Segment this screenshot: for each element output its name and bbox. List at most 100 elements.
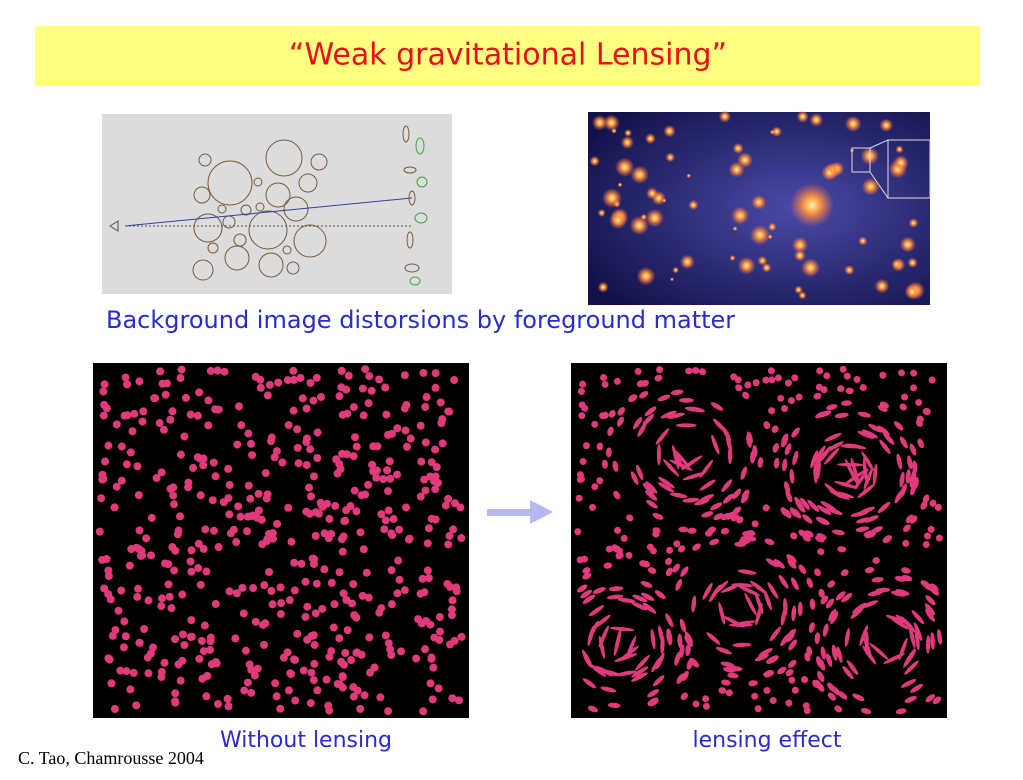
galaxy: [424, 524, 433, 533]
galaxy: [661, 198, 667, 203]
galaxy: [122, 667, 131, 676]
galaxy: [665, 567, 673, 577]
galaxy: [927, 525, 935, 533]
galaxy: [868, 423, 883, 433]
galaxy: [631, 666, 649, 678]
galaxy: [789, 469, 795, 484]
galaxy: [787, 554, 797, 564]
galaxy: [349, 403, 358, 412]
galaxy: [225, 481, 234, 490]
galaxy: [204, 421, 213, 430]
galaxy: [370, 663, 379, 672]
galaxy: [681, 670, 689, 681]
galaxy: [590, 664, 607, 677]
galaxy: [302, 404, 311, 413]
galaxy: [589, 503, 597, 511]
galaxy: [364, 399, 373, 408]
galaxy: [290, 586, 299, 595]
galaxy: [362, 568, 371, 577]
galaxy: [219, 498, 228, 507]
galaxy: [104, 572, 113, 581]
galaxy: [155, 419, 164, 428]
galaxy: [126, 685, 135, 694]
galaxy: [791, 427, 800, 438]
galaxy: [912, 460, 918, 474]
galaxy: [171, 689, 180, 698]
galaxy: [247, 439, 256, 448]
lensed-galaxies: [574, 365, 943, 715]
galaxy: [246, 494, 255, 503]
galaxy: [929, 583, 939, 592]
galaxy: [365, 372, 374, 381]
galaxy: [187, 546, 196, 555]
galaxy: [607, 594, 624, 600]
galaxy: [588, 620, 599, 640]
galaxy: [591, 483, 599, 491]
galaxy: [324, 701, 333, 710]
galaxy: [170, 500, 179, 509]
galaxy: [754, 705, 762, 713]
galaxy: [214, 699, 223, 708]
galaxy: [890, 590, 907, 597]
galaxy: [311, 531, 320, 540]
galaxy: [815, 411, 827, 419]
galaxy: [381, 383, 390, 392]
galaxy: [211, 599, 220, 608]
galaxy: [667, 412, 685, 419]
galaxy: [327, 578, 336, 587]
galaxy: [608, 210, 628, 230]
galaxy: [909, 626, 916, 649]
galaxy: [665, 613, 674, 628]
galaxy: [761, 262, 772, 273]
galaxy: [268, 600, 277, 609]
galaxy: [754, 653, 769, 662]
galaxy: [589, 155, 600, 167]
galaxy: [444, 494, 453, 503]
galaxy: [751, 520, 759, 528]
galaxy: [99, 474, 108, 483]
galaxy: [830, 611, 839, 625]
galaxy: [781, 433, 789, 444]
galaxy: [815, 517, 829, 526]
galaxy: [186, 410, 195, 419]
galaxy: [133, 592, 142, 601]
galaxy: [657, 482, 675, 493]
galaxy: [781, 405, 789, 413]
galaxy: [863, 467, 873, 490]
galaxy: [193, 411, 202, 420]
galaxy: [259, 640, 268, 649]
galaxy: [787, 559, 797, 569]
galaxy: [243, 678, 252, 687]
galaxy: [381, 631, 390, 640]
galaxy: [338, 673, 347, 682]
galaxy: [99, 387, 108, 396]
galaxy: [680, 566, 689, 577]
galaxy: [597, 208, 606, 217]
galaxy: [910, 683, 924, 693]
galaxy: [178, 590, 187, 599]
light-path: [124, 197, 413, 227]
galaxy: [935, 534, 943, 542]
galaxy: [729, 254, 736, 262]
galaxy: [449, 525, 458, 534]
galaxy: [790, 532, 798, 540]
galaxy: [814, 632, 821, 645]
galaxy: [790, 577, 799, 591]
galaxy: [699, 479, 716, 491]
galaxy: [784, 379, 792, 387]
galaxy: [170, 566, 179, 575]
galaxy: [443, 579, 452, 588]
galaxy: [871, 526, 883, 534]
galaxy: [428, 695, 437, 704]
galaxy: [306, 445, 315, 454]
galaxy: [857, 484, 875, 499]
galaxy: [187, 567, 196, 576]
galaxy: [301, 612, 310, 621]
galaxy: [752, 379, 760, 387]
galaxy: [247, 665, 256, 674]
galaxy: [591, 114, 608, 131]
galaxy: [375, 375, 384, 384]
galaxy: [844, 115, 862, 133]
galaxy: [373, 442, 382, 451]
galaxy: [692, 543, 701, 551]
